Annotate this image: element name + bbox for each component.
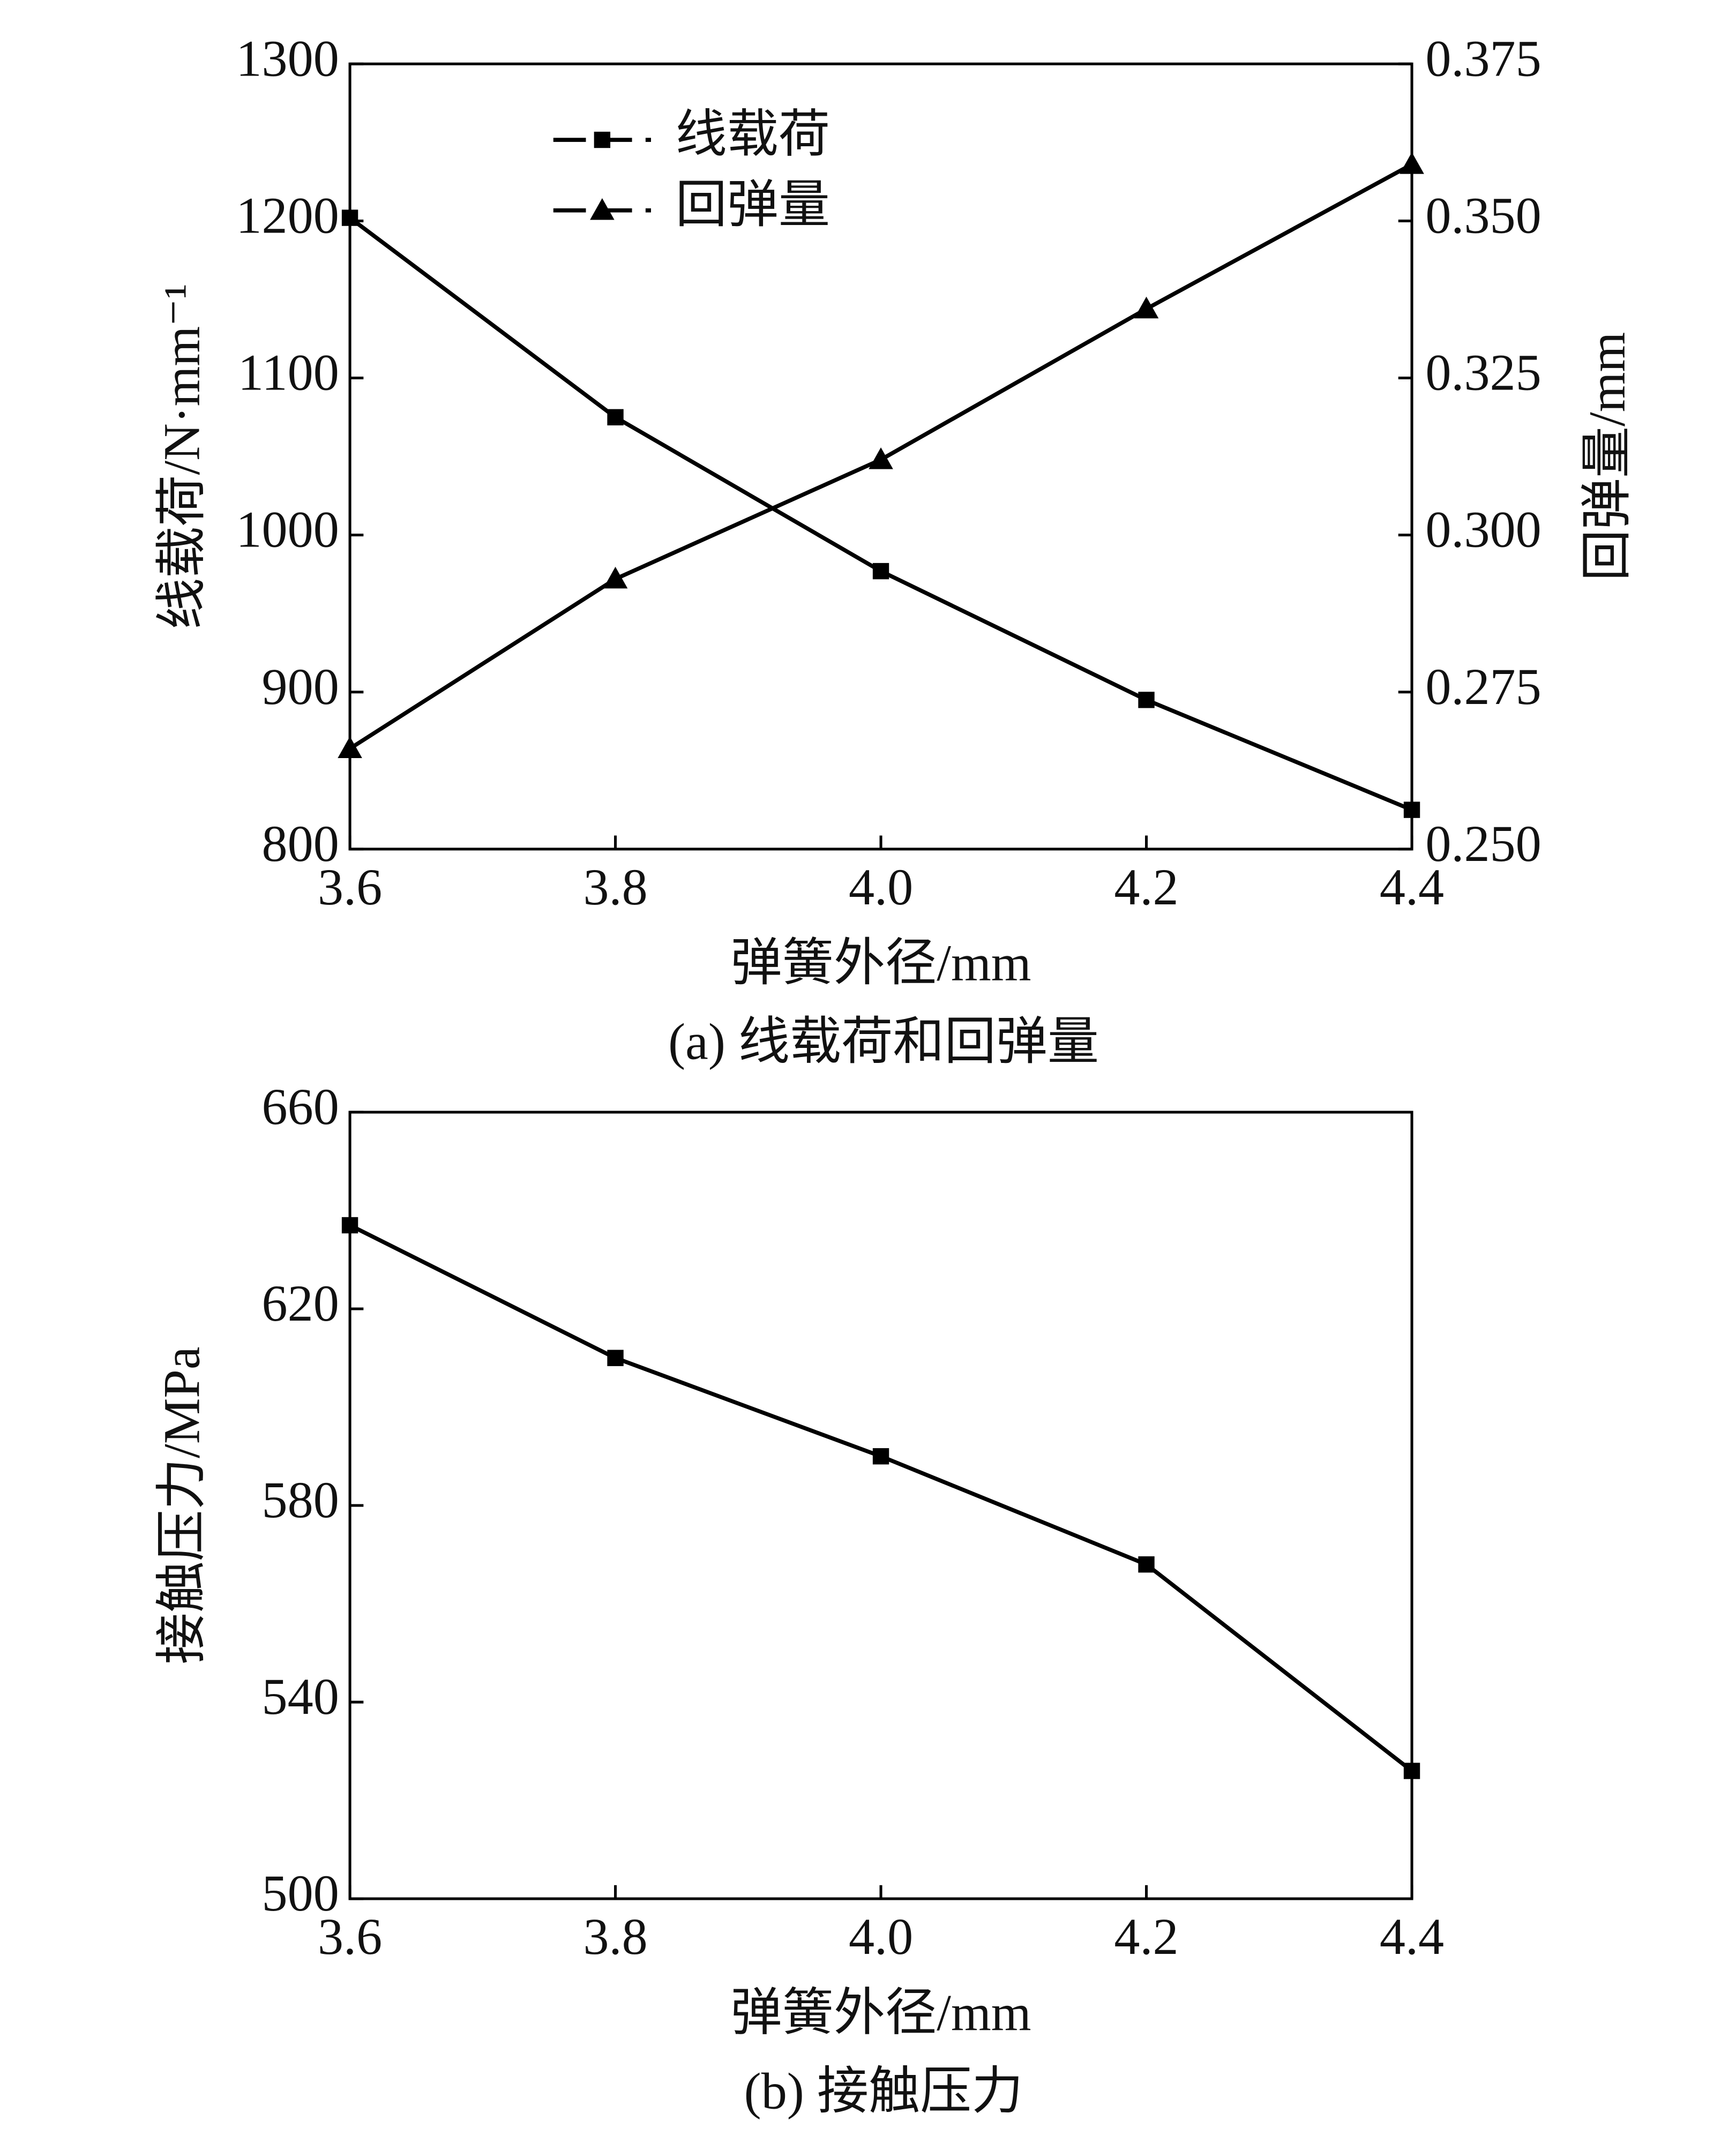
marker (869, 447, 893, 469)
x-tick-label: 3.8 (583, 858, 647, 916)
y-tick-label: 1000 (236, 501, 339, 558)
y-tick-label: 1300 (236, 29, 339, 87)
marker (603, 566, 628, 589)
x-tick-label: 3.8 (583, 1908, 647, 1965)
y-tick-label: 1100 (238, 344, 339, 401)
series-line (349, 1223, 1413, 1773)
legend-label: 回弹量 (676, 176, 830, 234)
y-tick-label: 660 (262, 1078, 339, 1135)
marker (1403, 801, 1420, 818)
caption: (b) 接触压力 (744, 2063, 1023, 2120)
marker (341, 1217, 358, 1234)
x-tick-label: 4.2 (1114, 858, 1178, 916)
marker (594, 131, 611, 148)
y-tick-label: 620 (262, 1275, 339, 1332)
y2-tick-label: 0.300 (1425, 501, 1541, 558)
x-tick-label: 4.4 (1380, 1908, 1444, 1965)
y-tick-label: 580 (262, 1471, 339, 1528)
y-tick-label: 900 (262, 658, 339, 715)
marker (607, 409, 624, 425)
marker (341, 209, 358, 226)
y-axis-label: 接触压力/MPa (153, 1346, 210, 1664)
x-tick-label: 3.6 (318, 1908, 382, 1965)
y2-tick-label: 0.325 (1425, 344, 1541, 401)
series-line (348, 216, 1413, 812)
y2-tick-label: 0.375 (1425, 29, 1541, 87)
y2-tick-label: 0.250 (1425, 815, 1541, 872)
marker (1400, 152, 1424, 174)
legend-label: 线载荷 (676, 106, 830, 163)
y-tick-label: 540 (262, 1668, 339, 1725)
x-tick-label: 4.4 (1380, 858, 1444, 916)
marker (872, 563, 889, 580)
marker (607, 1350, 624, 1366)
y2-tick-label: 0.275 (1425, 658, 1541, 715)
y-tick-label: 1200 (236, 186, 339, 244)
y2-tick-label: 0.350 (1425, 186, 1541, 244)
marker (1403, 1763, 1420, 1779)
marker (1138, 692, 1155, 708)
plot-frame (348, 1111, 1413, 1900)
y-tick-label: 800 (262, 815, 339, 872)
marker (1138, 1556, 1155, 1573)
marker (338, 736, 362, 758)
marker (590, 198, 615, 220)
marker (1134, 296, 1159, 319)
y-tick-label: 500 (262, 1864, 339, 1922)
x-tick-label: 4.0 (849, 1908, 913, 1965)
x-tick-label: 4.0 (849, 858, 913, 916)
x-axis-label: 弹簧外径/mm (731, 934, 1031, 992)
marker (872, 1448, 889, 1465)
caption: (a) 线载荷和回弹量 (668, 1013, 1099, 1070)
y-axis-label: 线载荷/N·mm⁻¹ (153, 283, 210, 630)
x-tick-label: 3.6 (318, 858, 382, 916)
x-tick-label: 4.2 (1114, 1908, 1178, 1965)
x-axis-label: 弹簧外径/mm (731, 1984, 1031, 2041)
y2-axis-label: 回弹量/mm (1578, 332, 1636, 581)
